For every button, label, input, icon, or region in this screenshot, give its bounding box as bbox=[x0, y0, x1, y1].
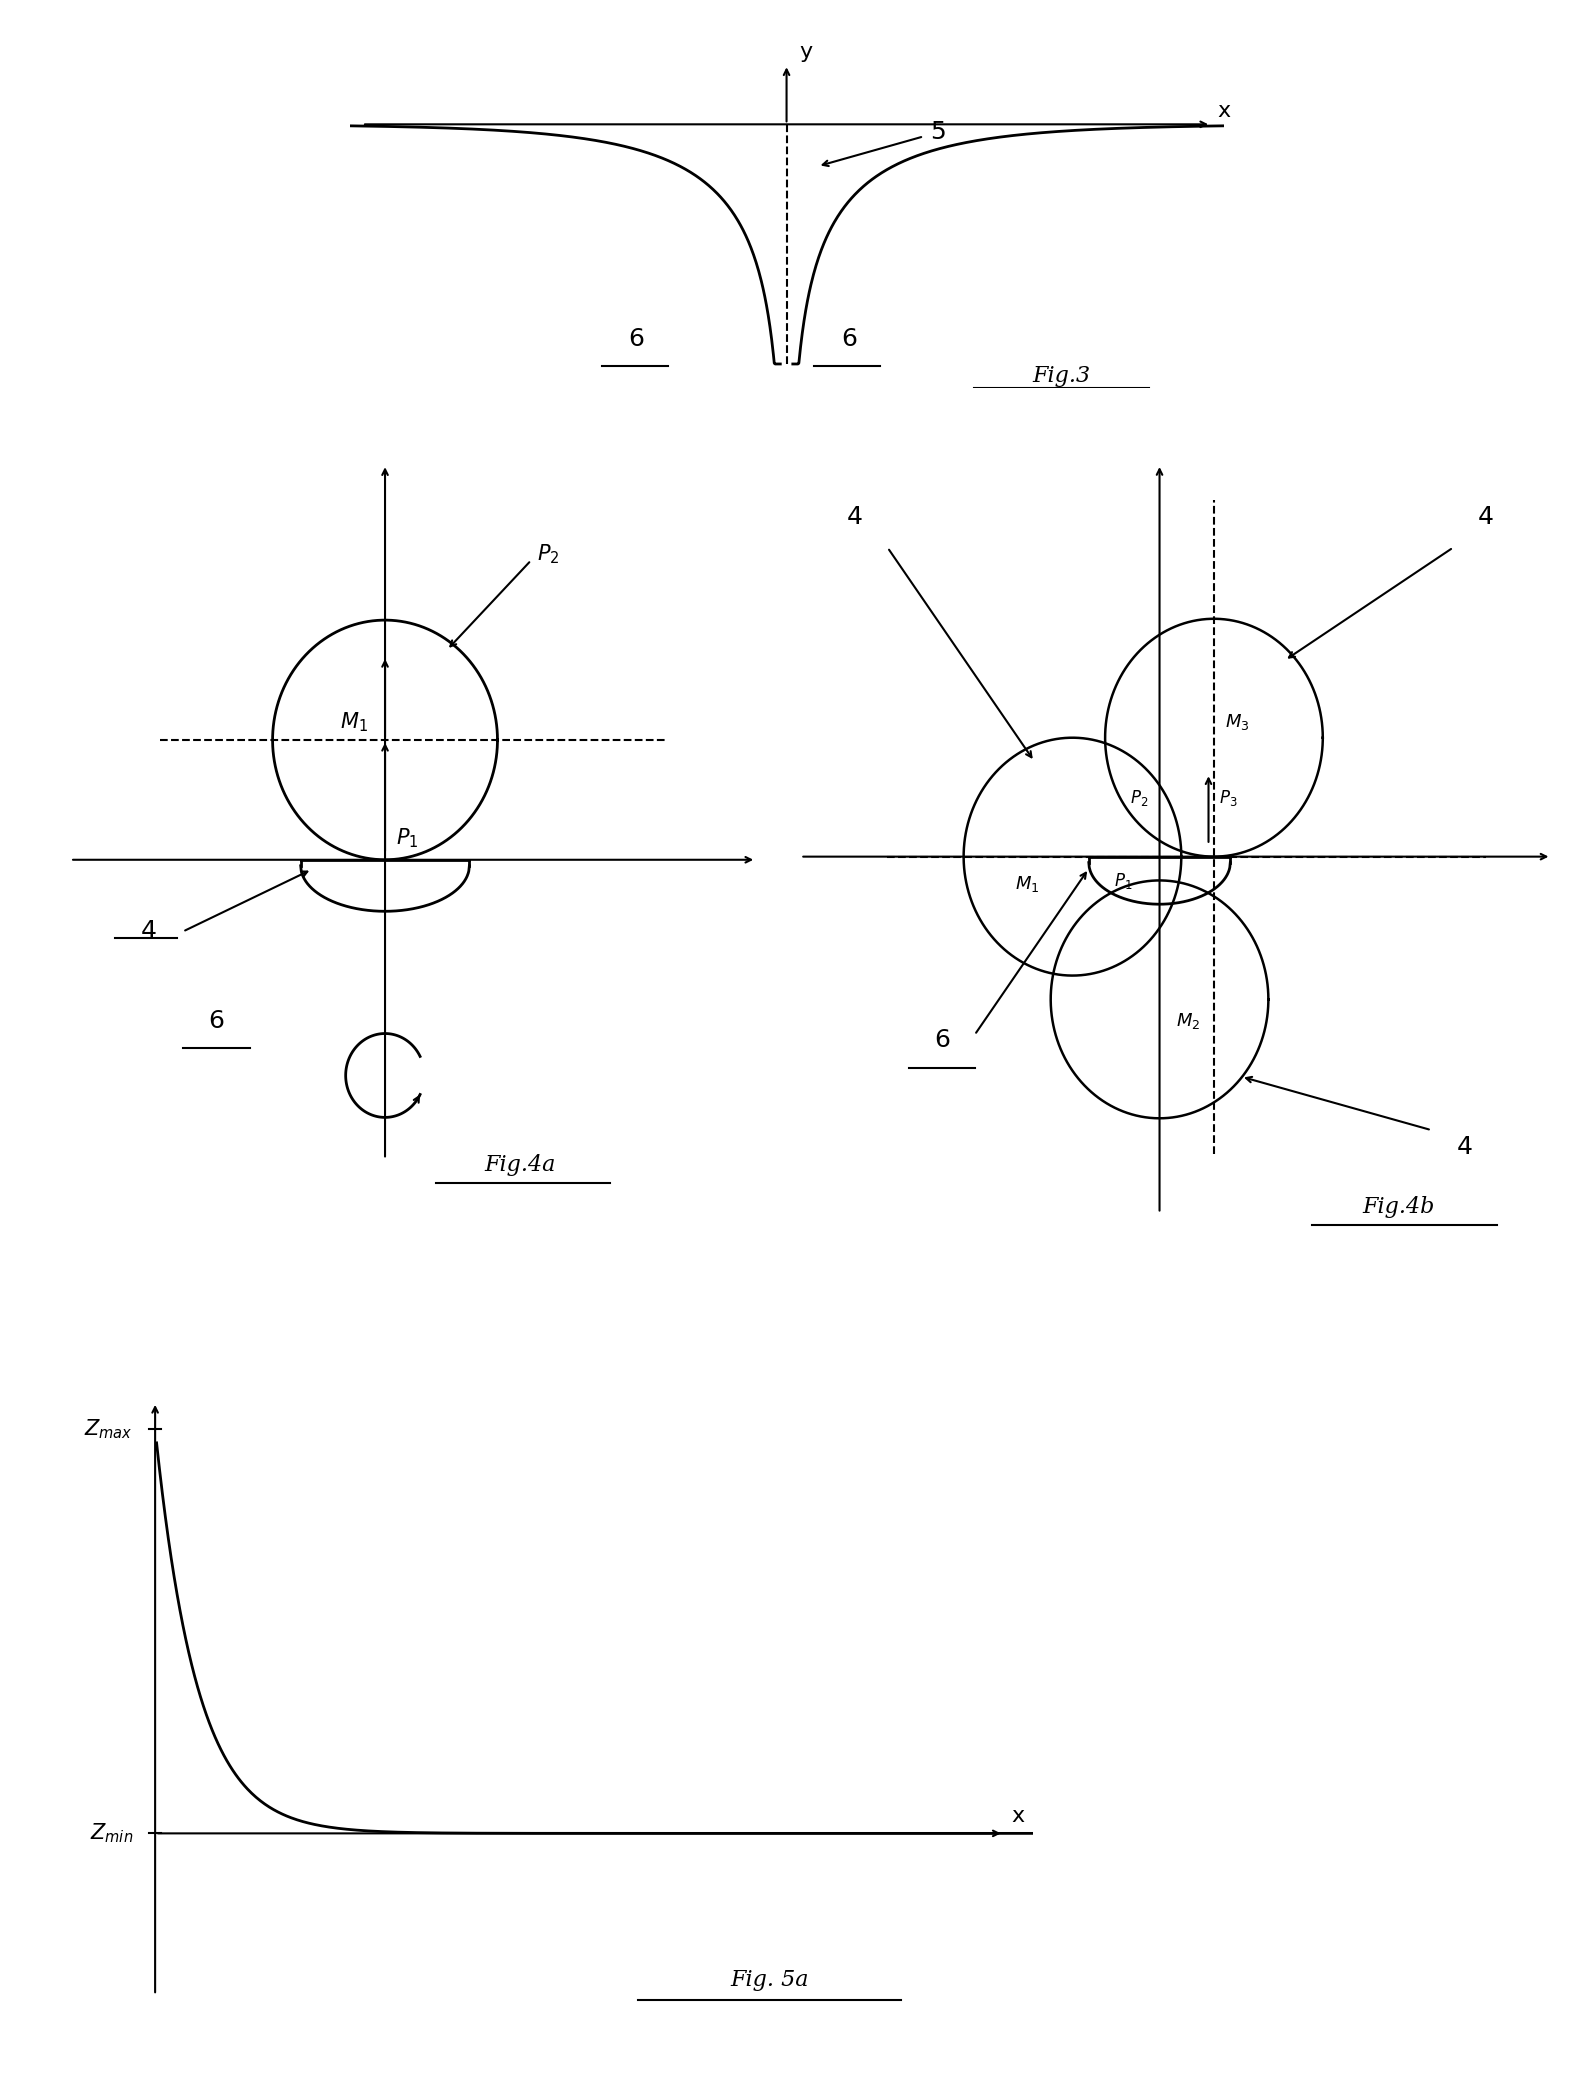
Text: $P_1$: $P_1$ bbox=[396, 826, 419, 849]
Text: 6: 6 bbox=[629, 327, 645, 350]
Text: $M_1$: $M_1$ bbox=[1015, 874, 1039, 895]
Text: $P_3$: $P_3$ bbox=[1219, 788, 1238, 807]
Text: $M_1$: $M_1$ bbox=[340, 711, 369, 734]
Text: $Z_{max}$: $Z_{max}$ bbox=[84, 1418, 133, 1441]
Text: $Z_{min}$: $Z_{min}$ bbox=[91, 1822, 133, 1845]
Text: x: x bbox=[1217, 101, 1230, 122]
Text: 4: 4 bbox=[847, 505, 863, 528]
Text: 4: 4 bbox=[1478, 505, 1494, 528]
Text: Fig.3: Fig.3 bbox=[1033, 365, 1090, 388]
Text: 5: 5 bbox=[930, 120, 945, 143]
Text: x: x bbox=[1011, 1806, 1023, 1826]
Text: $M_2$: $M_2$ bbox=[1176, 1011, 1200, 1032]
Text: 6: 6 bbox=[841, 327, 856, 350]
Text: $P_2$: $P_2$ bbox=[537, 543, 559, 566]
Text: $P_2$: $P_2$ bbox=[1130, 788, 1149, 807]
Text: Fig. 5a: Fig. 5a bbox=[731, 1969, 809, 1992]
Text: Fig.4a: Fig.4a bbox=[485, 1153, 556, 1176]
Text: Fig.4b: Fig.4b bbox=[1363, 1197, 1435, 1218]
Text: $P_1$: $P_1$ bbox=[1114, 872, 1133, 891]
Text: y: y bbox=[799, 42, 812, 63]
Text: 4: 4 bbox=[1456, 1134, 1473, 1160]
Text: 4: 4 bbox=[141, 918, 157, 944]
Text: 6: 6 bbox=[208, 1009, 224, 1032]
Text: $M_3$: $M_3$ bbox=[1225, 711, 1249, 732]
Text: 6: 6 bbox=[934, 1028, 950, 1053]
